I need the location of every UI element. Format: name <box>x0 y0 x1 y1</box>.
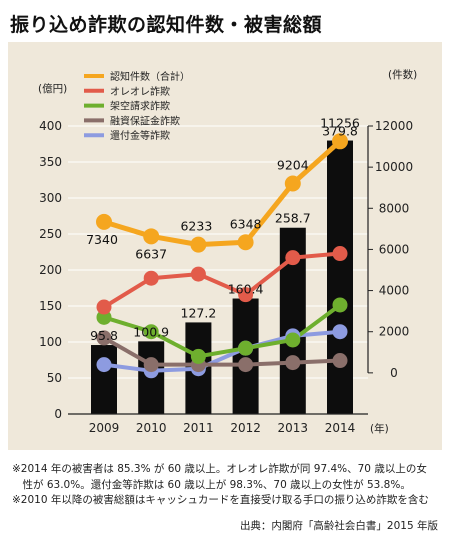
series-point <box>285 332 301 348</box>
right-tick-label: 2000 <box>379 325 410 339</box>
total-count-label: 6637 <box>135 246 167 261</box>
left-tick-label: 400 <box>39 119 62 133</box>
series-line <box>102 251 341 309</box>
chart-title: 振り込め詐欺の認知件数・被害総額 <box>10 14 323 36</box>
right-axis-unit: (件数) <box>388 68 417 81</box>
series-point <box>237 234 254 251</box>
series-point <box>332 324 348 340</box>
series-line <box>103 303 342 359</box>
series-point <box>332 246 348 262</box>
series-point <box>96 357 112 373</box>
left-tick-label: 200 <box>39 263 62 277</box>
x-tick-label: 2014 <box>325 421 356 435</box>
bar-value-label: 127.2 <box>181 305 217 320</box>
series-point <box>96 330 112 346</box>
total-count-label: 6348 <box>230 216 262 231</box>
series-point <box>96 299 112 315</box>
series-lines <box>102 139 342 373</box>
total-count-label: 6233 <box>180 219 212 234</box>
footnotes: ※2014 年の被害者は 85.3% が 60 歳以上。オレオレ詐欺が同 97.… <box>12 462 442 509</box>
left-tick-label: 0 <box>54 407 62 421</box>
bar-value-label: 100.9 <box>133 324 169 339</box>
bar <box>232 298 259 414</box>
right-tick-label: 4000 <box>379 284 410 298</box>
series-point <box>143 357 159 373</box>
right-tick-label: 6000 <box>379 242 410 256</box>
axes: 0501001502002503003504000200040006000800… <box>38 68 417 435</box>
series-point <box>332 133 348 150</box>
series-point <box>190 266 206 282</box>
x-tick-label: 2013 <box>278 421 309 435</box>
x-tick-label: 2009 <box>89 421 120 435</box>
series-point <box>190 236 207 253</box>
series-line <box>103 139 342 248</box>
series-points <box>96 133 348 379</box>
legend-label: 架空請求詐欺 <box>110 100 170 113</box>
chart-panel <box>8 42 442 450</box>
right-tick-label: 12000 <box>375 119 413 133</box>
footnote-3: ※2010 年以降の被害総額はキャッシュカードを直接受け取る手口の振り込め詐欺を… <box>12 494 429 506</box>
legend-label: オレオレ詐欺 <box>110 85 170 98</box>
left-tick-label: 350 <box>39 155 62 169</box>
series-line <box>103 336 341 367</box>
footnote-2: 性が 63.0%。還付金等詐欺は 60 歳以上が 98.3%、70 歳以上の女性… <box>12 478 411 491</box>
legend-label: 還付金等詐欺 <box>110 129 170 142</box>
bar-value-label: 95.8 <box>90 328 118 343</box>
right-tick-label: 10000 <box>375 160 413 174</box>
left-axis-unit: (億円) <box>38 82 67 95</box>
series-point <box>190 348 206 364</box>
right-tick-label: 0 <box>390 366 398 380</box>
series-point <box>332 353 348 369</box>
series-point <box>238 287 254 303</box>
total-count-label: 11256 <box>320 115 360 130</box>
bar <box>91 345 117 414</box>
left-tick-label: 300 <box>39 191 62 205</box>
x-axis-unit: (年) <box>370 422 389 435</box>
legend-label: 認知件数（合計） <box>110 70 190 83</box>
chart: 95.8 100.9 127.2 160.4 258.7 379.8 7340 6637 623… <box>38 68 417 435</box>
x-tick-label: 2011 <box>183 421 214 435</box>
left-tick-label: 250 <box>39 227 62 241</box>
series-point <box>143 324 159 340</box>
bar-value-label: 258.7 <box>275 211 311 226</box>
series-point <box>238 340 254 356</box>
series-point <box>238 357 254 373</box>
left-tick-label: 150 <box>39 299 62 313</box>
bars <box>91 140 353 414</box>
bar-value-label: 379.8 <box>322 124 358 139</box>
x-tick-label: 2012 <box>230 421 261 435</box>
series-point <box>285 250 301 266</box>
footnote-1: ※2014 年の被害者は 85.3% が 60 歳以上。オレオレ詐欺が同 97.… <box>12 463 427 475</box>
right-tick-label: 8000 <box>379 201 410 215</box>
series-point <box>285 355 301 371</box>
data-labels: 95.8 100.9 127.2 160.4 258.7 379.8 7340 6637 623… <box>86 115 360 343</box>
total-count-label: 9204 <box>277 158 309 173</box>
bar-value-label: 160.4 <box>228 282 264 297</box>
total-count-label: 7340 <box>86 232 118 247</box>
series-point <box>284 175 301 192</box>
series-point <box>96 213 112 230</box>
x-tick-label: 2010 <box>136 421 167 435</box>
series-point <box>96 309 112 325</box>
legend-label: 融資保証金詐欺 <box>110 114 180 127</box>
left-tick-label: 50 <box>47 371 62 385</box>
left-tick-label: 100 <box>39 335 62 349</box>
source-note: 出典：内閣府「高齢社会白書」2015 年版 <box>239 520 438 532</box>
series-point <box>332 297 348 313</box>
bar <box>327 140 353 414</box>
series-point <box>143 228 160 245</box>
series-point <box>143 270 159 286</box>
